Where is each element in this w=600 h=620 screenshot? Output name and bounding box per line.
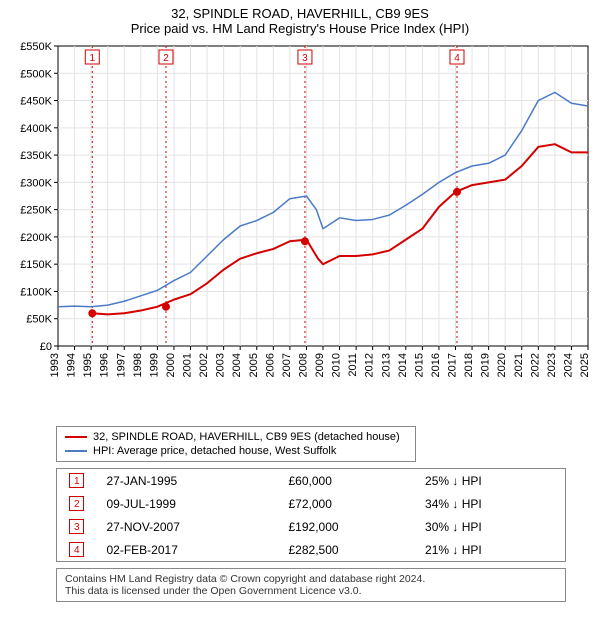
- svg-text:£100K: £100K: [20, 286, 52, 298]
- svg-text:1999: 1999: [148, 353, 160, 377]
- svg-text:1996: 1996: [99, 353, 111, 377]
- svg-text:2007: 2007: [281, 353, 293, 377]
- legend-item: HPI: Average price, detached house, West…: [65, 444, 407, 458]
- svg-text:£450K: £450K: [20, 96, 52, 108]
- svg-text:2013: 2013: [380, 353, 392, 377]
- svg-text:2008: 2008: [297, 353, 309, 377]
- svg-text:£0: £0: [40, 341, 52, 353]
- sale-price: £72,000: [279, 492, 416, 515]
- svg-text:£350K: £350K: [20, 150, 52, 162]
- svg-text:1995: 1995: [82, 353, 94, 377]
- svg-text:2003: 2003: [215, 353, 227, 377]
- sale-marker-icon: 3: [69, 519, 84, 534]
- sale-date: 02-FEB-2017: [97, 538, 279, 562]
- svg-text:£400K: £400K: [20, 123, 52, 135]
- title-line-1: 32, SPINDLE ROAD, HAVERHILL, CB9 9ES: [6, 6, 594, 21]
- sale-hpi-diff: 34% ↓ HPI: [415, 492, 565, 515]
- svg-text:£50K: £50K: [26, 314, 52, 326]
- sale-price: £60,000: [279, 469, 416, 493]
- sale-date: 27-JAN-1995: [97, 469, 279, 493]
- svg-text:2023: 2023: [546, 353, 558, 377]
- sale-price: £192,000: [279, 515, 416, 538]
- svg-text:2021: 2021: [513, 353, 525, 377]
- sale-marker-icon: 4: [69, 542, 84, 557]
- svg-text:£500K: £500K: [20, 68, 52, 80]
- legend: 32, SPINDLE ROAD, HAVERHILL, CB9 9ES (de…: [56, 426, 416, 462]
- svg-text:2001: 2001: [182, 353, 194, 377]
- legend-swatch: [65, 436, 87, 438]
- svg-text:4: 4: [454, 53, 460, 64]
- sale-date: 27-NOV-2007: [97, 515, 279, 538]
- svg-text:2019: 2019: [480, 353, 492, 377]
- svg-text:2020: 2020: [496, 353, 508, 377]
- svg-text:2017: 2017: [447, 353, 459, 377]
- sale-marker-icon: 2: [69, 496, 84, 511]
- svg-text:2004: 2004: [231, 353, 243, 377]
- sale-hpi-diff: 25% ↓ HPI: [415, 469, 565, 493]
- svg-text:2000: 2000: [165, 353, 177, 377]
- svg-text:1994: 1994: [66, 353, 78, 377]
- footer: Contains HM Land Registry data © Crown c…: [56, 568, 566, 602]
- legend-item: 32, SPINDLE ROAD, HAVERHILL, CB9 9ES (de…: [65, 430, 407, 444]
- sale-date: 09-JUL-1999: [97, 492, 279, 515]
- sale-hpi-diff: 21% ↓ HPI: [415, 538, 565, 562]
- svg-text:£550K: £550K: [20, 41, 52, 53]
- title-line-2: Price paid vs. HM Land Registry's House …: [6, 21, 594, 36]
- table-row: 1 27-JAN-1995£60,00025% ↓ HPI: [57, 469, 566, 493]
- svg-text:3: 3: [302, 53, 308, 64]
- svg-text:2011: 2011: [347, 353, 359, 377]
- chart-title-block: 32, SPINDLE ROAD, HAVERHILL, CB9 9ES Pri…: [6, 6, 594, 36]
- svg-text:2016: 2016: [430, 353, 442, 377]
- svg-text:2025: 2025: [579, 353, 591, 377]
- svg-text:£200K: £200K: [20, 232, 52, 244]
- svg-text:2024: 2024: [562, 353, 574, 377]
- svg-text:2: 2: [163, 53, 169, 64]
- svg-text:1993: 1993: [49, 353, 61, 377]
- svg-text:2014: 2014: [397, 353, 409, 377]
- svg-text:2010: 2010: [331, 353, 343, 377]
- svg-text:£150K: £150K: [20, 259, 52, 271]
- svg-text:2022: 2022: [529, 353, 541, 377]
- table-row: 3 27-NOV-2007£192,00030% ↓ HPI: [57, 515, 566, 538]
- sale-marker-icon: 1: [69, 473, 84, 488]
- svg-text:£250K: £250K: [20, 205, 52, 217]
- footer-line-1: Contains HM Land Registry data © Crown c…: [65, 573, 557, 585]
- svg-text:£300K: £300K: [20, 177, 52, 189]
- svg-text:2005: 2005: [248, 353, 260, 377]
- svg-text:2018: 2018: [463, 353, 475, 377]
- legend-label: 32, SPINDLE ROAD, HAVERHILL, CB9 9ES (de…: [93, 431, 400, 443]
- chart-svg: £0 £50K £100K £150K £200K £250K £300K £350K £400…: [6, 40, 594, 420]
- svg-text:1998: 1998: [132, 353, 144, 377]
- sale-hpi-diff: 30% ↓ HPI: [415, 515, 565, 538]
- sale-price: £282,500: [279, 538, 416, 562]
- svg-text:2012: 2012: [364, 353, 376, 377]
- chart: £0 £50K £100K £150K £200K £250K £300K £350K £400…: [6, 40, 594, 420]
- table-row: 4 02-FEB-2017£282,50021% ↓ HPI: [57, 538, 566, 562]
- svg-text:2009: 2009: [314, 353, 326, 377]
- svg-text:1997: 1997: [115, 353, 127, 377]
- svg-text:2002: 2002: [198, 353, 210, 377]
- legend-label: HPI: Average price, detached house, West…: [93, 445, 336, 457]
- svg-text:2015: 2015: [413, 353, 425, 377]
- legend-swatch: [65, 450, 87, 452]
- svg-text:2006: 2006: [264, 353, 276, 377]
- table-row: 2 09-JUL-1999£72,00034% ↓ HPI: [57, 492, 566, 515]
- svg-text:1: 1: [90, 53, 96, 64]
- sales-table: 1 27-JAN-1995£60,00025% ↓ HPI 2 09-JUL-1999…: [56, 468, 566, 562]
- footer-line-2: This data is licensed under the Open Gov…: [65, 585, 557, 597]
